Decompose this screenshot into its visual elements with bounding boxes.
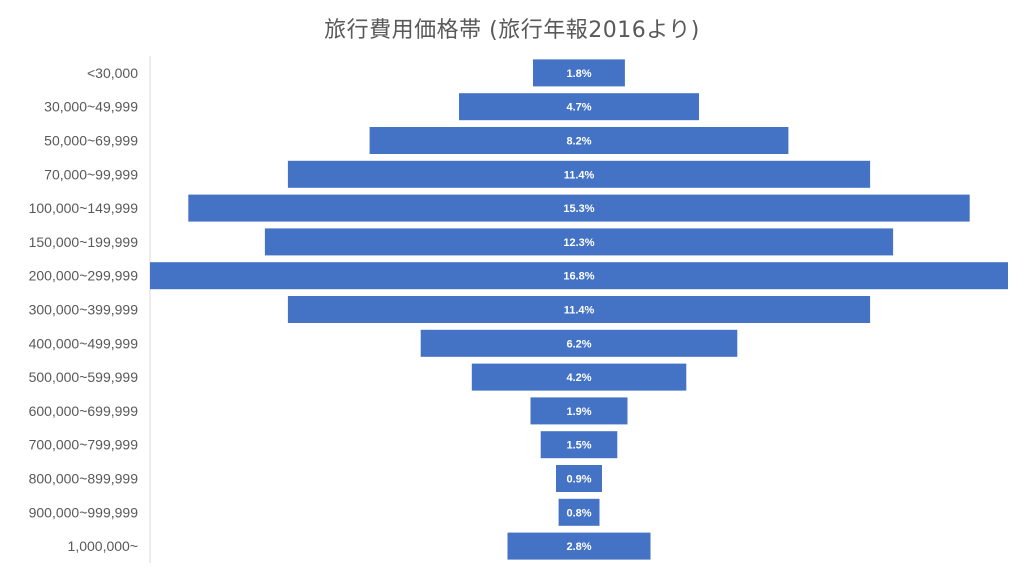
bar: [558, 498, 600, 526]
category-tick-label: 800,000~899,999: [29, 471, 139, 487]
category-tick-label: 700,000~799,999: [29, 437, 139, 453]
data-label: 0.8%: [566, 507, 591, 519]
bar: [556, 465, 602, 492]
bar: [150, 262, 1008, 290]
data-label: 8.2%: [566, 136, 591, 148]
bar: [264, 228, 894, 256]
bar: [287, 160, 871, 188]
category-tick-label: 70,000~99,999: [44, 166, 138, 182]
category-tick-label: 100,000~149,999: [29, 200, 139, 216]
data-label: 16.8%: [563, 271, 594, 283]
category-tick-label: <30,000: [87, 65, 138, 81]
data-label: 15.3%: [563, 203, 594, 215]
category-tick-label: 1,000,000~: [68, 538, 138, 554]
category-tick-label: 300,000~399,999: [29, 302, 139, 318]
data-label: 0.9%: [566, 474, 591, 486]
data-label: 11.4%: [564, 305, 595, 317]
bar: [540, 431, 618, 459]
data-label: 12.3%: [563, 237, 594, 249]
bar: [471, 363, 687, 391]
category-tick-label: 900,000~999,999: [29, 504, 139, 520]
chart-title: 旅行費用価格帯 (旅行年報2016より): [324, 18, 700, 43]
bar: [507, 532, 651, 560]
data-label: 4.7%: [566, 102, 591, 114]
data-label: 1.8%: [566, 68, 591, 80]
data-label: 6.2%: [566, 338, 591, 350]
category-tick-label: 50,000~69,999: [44, 133, 138, 149]
data-label: 2.8%: [566, 541, 591, 553]
category-tick-label: 150,000~199,999: [29, 234, 139, 250]
bar: [369, 127, 789, 154]
bar: [420, 329, 738, 357]
data-label: 1.5%: [566, 440, 591, 452]
bar: [459, 93, 699, 121]
category-tick-label: 400,000~499,999: [29, 335, 139, 351]
data-label: 11.4%: [564, 169, 595, 181]
bar: [530, 397, 628, 425]
bar: [188, 194, 970, 222]
data-label: 1.9%: [566, 406, 591, 418]
category-tick-label: 200,000~299,999: [29, 268, 139, 284]
category-tick-label: 600,000~699,999: [29, 403, 139, 419]
category-tick-label: 500,000~599,999: [29, 369, 139, 385]
category-tick-label: 30,000~49,999: [44, 99, 138, 115]
data-label: 4.2%: [566, 372, 591, 384]
bar: [287, 296, 871, 323]
bar: [533, 59, 625, 87]
